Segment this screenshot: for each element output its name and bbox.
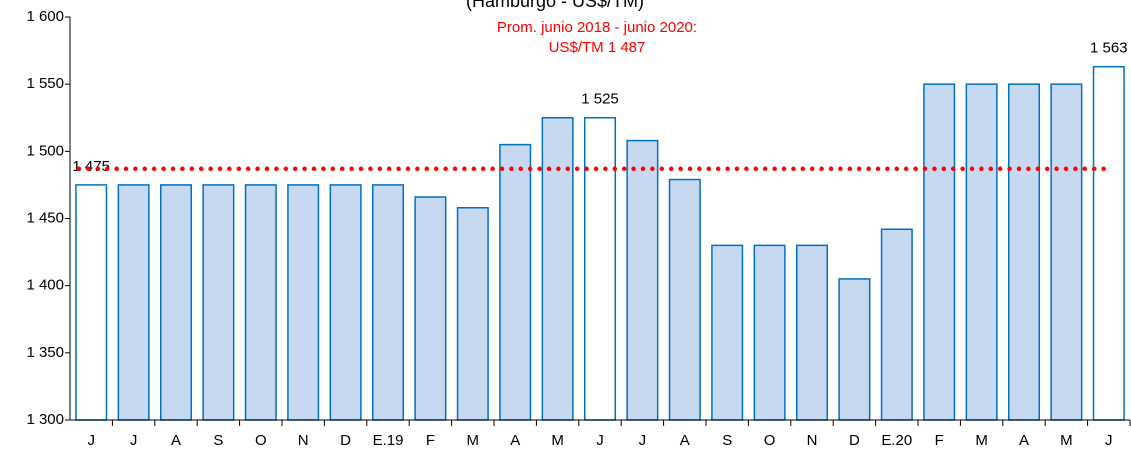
x-tick-label: M [1060, 432, 1073, 449]
bar [965, 83, 998, 421]
x-tick-label: J [130, 432, 138, 449]
bar [414, 196, 447, 421]
average-label: Prom. junio 2018 - junio 2020: [497, 19, 697, 36]
bar [583, 117, 617, 421]
bar [329, 184, 362, 421]
x-tick-label: N [298, 432, 309, 449]
x-tick-label: M [467, 432, 480, 449]
x-tick-label: A [171, 432, 181, 449]
bar [75, 184, 108, 421]
bar [159, 184, 193, 421]
bar [541, 117, 574, 421]
bar [711, 244, 744, 421]
x-tick-label: E.20 [881, 432, 912, 449]
x-tick-label: O [255, 432, 267, 449]
bar [499, 143, 532, 421]
x-tick-label: A [1019, 432, 1029, 449]
y-tick-label: 1 550 [26, 75, 64, 92]
bar [117, 184, 150, 421]
x-tick-label: O [764, 432, 776, 449]
y-tick-label: 1 450 [26, 209, 64, 226]
chart-subtitle: (Hamburgo - US$/TM) [466, 0, 644, 11]
bar [753, 244, 786, 421]
bar [923, 83, 956, 421]
bar [626, 139, 659, 421]
x-tick-label: A [510, 432, 520, 449]
bar [880, 228, 913, 421]
x-tick-label: F [426, 432, 435, 449]
average-label: US$/TM 1 487 [549, 39, 646, 56]
bar [287, 184, 320, 421]
x-tick-label: J [596, 432, 604, 449]
x-tick-label: J [639, 432, 647, 449]
y-tick-label: 1 300 [26, 411, 64, 428]
bar [1092, 65, 1125, 421]
bar [244, 184, 277, 421]
x-tick-label: M [551, 432, 564, 449]
bar [1007, 83, 1041, 421]
y-tick-label: 1 500 [26, 142, 64, 159]
x-tick-label: S [722, 432, 732, 449]
value-label: 1 475 [72, 158, 110, 175]
x-tick-label: J [87, 432, 95, 449]
bar [456, 207, 489, 421]
x-tick-label: J [1105, 432, 1113, 449]
x-tick-label: N [807, 432, 818, 449]
x-tick-label: D [849, 432, 860, 449]
x-tick-label: D [340, 432, 351, 449]
value-label: 1 525 [581, 91, 619, 108]
x-tick-label: E.19 [373, 432, 404, 449]
x-tick-label: S [213, 432, 223, 449]
bar [668, 178, 701, 421]
bar [1050, 83, 1083, 421]
y-tick-label: 1 600 [26, 8, 64, 25]
y-tick-label: 1 350 [26, 344, 64, 361]
x-tick-label: F [935, 432, 944, 449]
bar [371, 184, 405, 421]
x-tick-label: A [680, 432, 690, 449]
x-tick-label: M [975, 432, 988, 449]
bar [838, 278, 871, 421]
bar [202, 184, 235, 421]
y-tick-label: 1 400 [26, 277, 64, 294]
value-label: 1 563 [1090, 40, 1128, 57]
bar [795, 244, 829, 421]
